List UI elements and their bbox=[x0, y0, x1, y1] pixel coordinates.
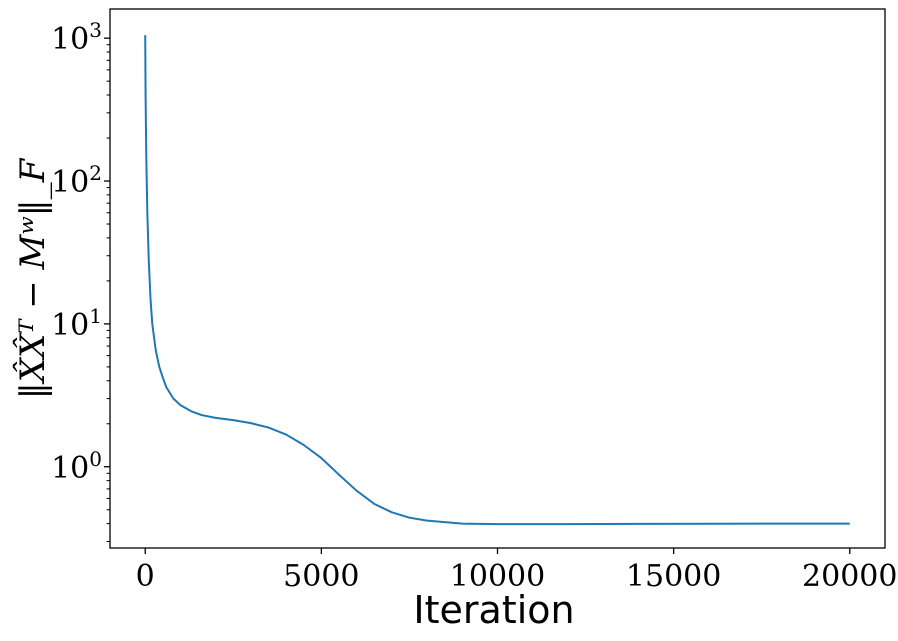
y-tick-label: 103 bbox=[51, 18, 102, 57]
x-tick-label: 15000 bbox=[626, 559, 721, 594]
y-axis: 100 101 102 103 bbox=[51, 18, 110, 542]
y-tick-label: 102 bbox=[51, 161, 102, 200]
y-tick-label: 100 bbox=[51, 447, 102, 486]
plot-data bbox=[144, 35, 850, 526]
plot-frame bbox=[109, 8, 886, 549]
y-tick-label: 101 bbox=[51, 304, 102, 343]
x-axis: 0 5000 10000 15000 20000 bbox=[136, 548, 897, 594]
y-axis-label: ‖X̂X̂ᵀ − Mʷ‖_F bbox=[12, 157, 53, 399]
x-tick-label: 5000 bbox=[283, 559, 359, 594]
x-tick-label: 0 bbox=[136, 559, 155, 594]
x-tick-label: 20000 bbox=[802, 559, 897, 594]
series-line-0 bbox=[144, 35, 850, 526]
x-tick-label: 10000 bbox=[450, 559, 545, 594]
x-axis-label: Iteration bbox=[413, 588, 574, 632]
